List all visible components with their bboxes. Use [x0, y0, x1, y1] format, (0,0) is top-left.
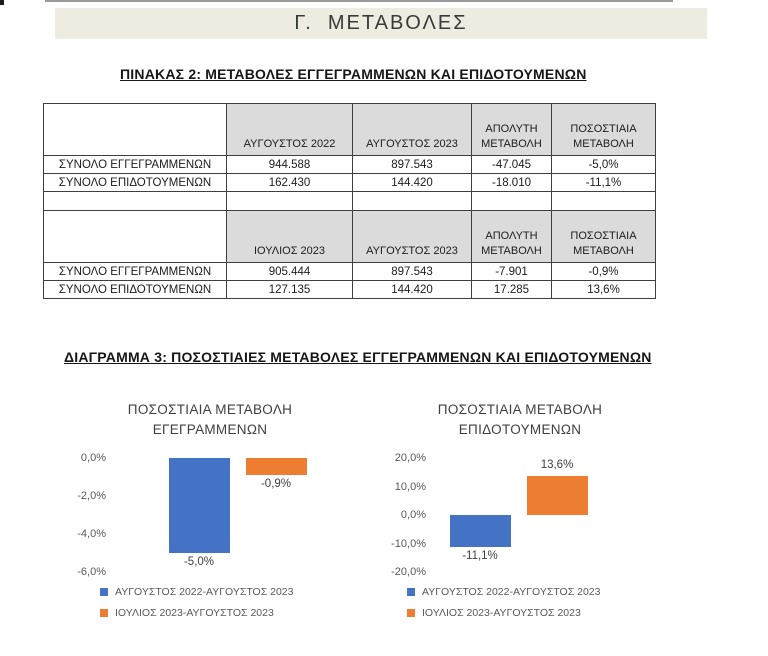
chart-title-line: ΕΓΕΓΡΑΜΜΕΝΩΝ [152, 422, 268, 437]
legend-swatch [100, 609, 108, 617]
table-spacer-cell [43, 191, 227, 211]
changes-table: ΑΥΓΟΥΣΤΟΣ 2022 ΑΥΓΟΥΣΤΟΣ 2023 ΑΠΟΛΥΤΗ ΜΕΤΑ… [43, 103, 656, 299]
plot-row: 20,0% 10,0% 0,0% -10,0% -20,0% -11,1% 13,6% [375, 452, 665, 578]
value-cell: 162.430 [226, 173, 353, 192]
table-heading: ΠΙΝΑΚΑΣ 2: ΜΕΤΑΒΟΛΕΣ ΕΓΓΕΓΡΑΜΜΕΝΩΝ ΚΑΙ Ε… [120, 66, 587, 82]
bar-value-label: 13,6% [540, 459, 574, 472]
section-title-bar: Γ. ΜΕΤΑΒΟΛΕΣ [55, 8, 707, 39]
y-axis-tick-label: 0,0% [80, 452, 106, 464]
bar-value-label: -11,1% [462, 549, 498, 562]
value-cell: -5,0% [551, 155, 656, 174]
value-cell: 144.420 [352, 280, 472, 299]
legend-label: ΙΟΥΛΙΟΣ 2023-ΑΥΓΟΥΣΤΟΣ 2023 [422, 607, 581, 619]
section-title: Γ. ΜΕΤΑΒΟΛΕΣ [294, 12, 468, 34]
legend-item: ΙΟΥΛΙΟΣ 2023-ΑΥΓΟΥΣΤΟΣ 2023 [407, 607, 665, 619]
chart-title-line: ΠΟΣΟΣΤΙΑΙΑ ΜΕΤΑΒΟΛΗ [127, 402, 293, 417]
chart-title-line: ΠΟΣΟΣΤΙΑΙΑ ΜΕΤΑΒΟΛΗ [437, 402, 603, 417]
value-cell: 897.543 [352, 262, 472, 281]
value-cell: 13,6% [551, 280, 656, 299]
legend-label: ΑΥΓΟΥΣΤΟΣ 2022-ΑΥΓΟΥΣΤΟΣ 2023 [115, 586, 294, 598]
bar-value-label: -5,0% [183, 556, 215, 568]
y-axis-tick-label: -2,0% [77, 490, 106, 502]
bar-slot: -0,9% [245, 458, 307, 572]
chart-subsidized-pct-change: ΠΟΣΟΣΤΙΑΙΑ ΜΕΤΑΒΟΛΗ ΕΠΙΔΟΤΟΥΜΕΝΩΝ 20,0% 10… [375, 400, 665, 619]
y-axis-tick-label: -4,0% [77, 528, 106, 540]
column-header [43, 210, 227, 263]
bar [526, 476, 588, 515]
column-header: ΑΥΓΟΥΣΤΟΣ 2023 [352, 210, 472, 263]
row-label-cell: ΣΥΝΟΛΟ ΕΠΙΔΟΤΟΥΜΕΝΩΝ [43, 173, 227, 192]
table-row: ΣΥΝΟΛΟ ΕΓΓΕΓΡΑΜΜΕΝΩΝ 944.588 897.543 -47.04… [43, 155, 656, 174]
row-label-cell: ΣΥΝΟΛΟ ΕΓΓΕΓΡΑΜΜΕΝΩΝ [43, 262, 227, 281]
value-cell: 17.285 [471, 280, 552, 299]
legend-swatch [407, 609, 415, 617]
column-header: ΠΟΣΟΣΤΙΑΙΑ ΜΕΤΑΒΟΛΗ [551, 103, 656, 156]
chart-legend: ΑΥΓΟΥΣΤΟΣ 2022-ΑΥΓΟΥΣΤΟΣ 2023 ΙΟΥΛΙΟΣ 202… [100, 586, 365, 619]
value-cell: 127.135 [226, 280, 353, 299]
column-header: ΑΥΓΟΥΣΤΟΣ 2023 [352, 103, 472, 156]
chart-title-line: ΕΠΙΔΟΤΟΥΜΕΝΩΝ [458, 422, 582, 437]
table-header-row: ΙΟΥΛΙΟΣ 2023 ΑΥΓΟΥΣΤΟΣ 2023 ΑΠΟΛΥΤΗ ΜΕΤΑΒΟ… [43, 210, 656, 263]
value-cell: 905.444 [226, 262, 353, 281]
value-cell: 944.588 [226, 155, 353, 174]
plot-area: -5,0% -0,9% [110, 458, 365, 572]
column-header [43, 103, 227, 156]
bar [449, 515, 511, 547]
value-cell: -0,9% [551, 262, 656, 281]
y-axis-tick-label: 20,0% [394, 452, 426, 464]
plot-area: -11,1% 13,6% [430, 458, 665, 572]
value-cell: -18.010 [471, 173, 552, 192]
value-cell: -47.045 [471, 155, 552, 174]
table-spacer-cell [352, 191, 472, 211]
chart-title: ΠΟΣΟΣΤΙΑΙΑ ΜΕΤΑΒΟΛΗ ΕΓΕΓΡΑΜΜΕΝΩΝ [55, 400, 365, 440]
y-axis-tick-label: 0,0% [400, 509, 426, 521]
top-rule [45, 0, 673, 2]
column-header: ΑΥΓΟΥΣΤΟΣ 2022 [226, 103, 353, 156]
legend-item: ΑΥΓΟΥΣΤΟΣ 2022-ΑΥΓΟΥΣΤΟΣ 2023 [100, 586, 365, 598]
value-cell: 144.420 [352, 173, 472, 192]
legend-swatch [407, 588, 415, 596]
table-row: ΣΥΝΟΛΟ ΕΠΙΔΟΤΟΥΜΕΝΩΝ 127.135 144.420 17.285… [43, 280, 656, 299]
bar-slot: 13,6% [526, 458, 588, 572]
value-cell: -7.901 [471, 262, 552, 281]
bar [168, 458, 230, 553]
chart-registered-pct-change: ΠΟΣΟΣΤΙΑΙΑ ΜΕΤΑΒΟΛΗ ΕΓΕΓΡΑΜΜΕΝΩΝ 0,0% -2,0… [55, 400, 365, 619]
value-cell: 897.543 [352, 155, 472, 174]
table-row: ΣΥΝΟΛΟ ΕΠΙΔΟΤΟΥΜΕΝΩΝ 162.430 144.420 -18.01… [43, 173, 656, 192]
bar-slot: -11,1% [449, 458, 511, 572]
column-header: ΠΟΣΟΣΤΙΑΙΑ ΜΕΤΑΒΟΛΗ [551, 210, 656, 263]
value-cell: -11,1% [551, 173, 656, 192]
column-header: ΙΟΥΛΙΟΣ 2023 [226, 210, 353, 263]
legend-label: ΙΟΥΛΙΟΣ 2023-ΑΥΓΟΥΣΤΟΣ 2023 [115, 607, 274, 619]
y-axis-tick-label: -10,0% [391, 537, 426, 550]
row-label-cell: ΣΥΝΟΛΟ ΕΓΓΕΓΡΑΜΜΕΝΩΝ [43, 155, 227, 174]
legend-swatch [100, 588, 108, 596]
row-label-cell: ΣΥΝΟΛΟ ΕΠΙΔΟΤΟΥΜΕΝΩΝ [43, 280, 227, 299]
legend-item: ΑΥΓΟΥΣΤΟΣ 2022-ΑΥΓΟΥΣΤΟΣ 2023 [407, 586, 665, 598]
bar [245, 458, 307, 476]
y-axis-tick-label: -6,0% [77, 566, 106, 578]
legend-item: ΙΟΥΛΙΟΣ 2023-ΑΥΓΟΥΣΤΟΣ 2023 [100, 607, 365, 619]
table-row: ΣΥΝΟΛΟ ΕΓΓΕΓΡΑΜΜΕΝΩΝ 905.444 897.543 -7.901… [43, 262, 656, 281]
column-header: ΑΠΟΛΥΤΗ ΜΕΤΑΒΟΛΗ [471, 210, 552, 263]
y-axis-labels: 20,0% 10,0% 0,0% -10,0% -20,0% [375, 452, 430, 578]
bar-value-label: -0,9% [260, 478, 292, 491]
plot-row: 0,0% -2,0% -4,0% -6,0% -5,0% -0,9% [55, 452, 365, 578]
chart-legend: ΑΥΓΟΥΣΤΟΣ 2022-ΑΥΓΟΥΣΤΟΣ 2023 ΙΟΥΛΙΟΣ 202… [407, 586, 665, 619]
diagram-heading: ΔΙΑΓΡΑΜΜΑ 3: ΠΟΣΟΣΤΙΑΙΕΣ ΜΕΤΑΒΟΛΕΣ ΕΓΓΕΓ… [64, 349, 652, 365]
chart-title: ΠΟΣΟΣΤΙΑΙΑ ΜΕΤΑΒΟΛΗ ΕΠΙΔΟΤΟΥΜΕΝΩΝ [375, 400, 665, 440]
table-spacer-cell [226, 191, 353, 211]
column-header: ΑΠΟΛΥΤΗ ΜΕΤΑΒΟΛΗ [471, 103, 552, 156]
bar-slot: -5,0% [168, 458, 230, 572]
page-corner-mark [0, 0, 4, 5]
y-axis-tick-label: 10,0% [394, 480, 426, 493]
table-spacer-cell [471, 191, 552, 211]
legend-label: ΑΥΓΟΥΣΤΟΣ 2022-ΑΥΓΟΥΣΤΟΣ 2023 [422, 586, 601, 598]
table-spacer-row [43, 191, 656, 211]
table-header-row: ΑΥΓΟΥΣΤΟΣ 2022 ΑΥΓΟΥΣΤΟΣ 2023 ΑΠΟΛΥΤΗ ΜΕΤΑ… [43, 103, 656, 156]
y-axis-tick-label: -20,0% [391, 566, 426, 578]
table-spacer-cell [551, 191, 656, 211]
y-axis-labels: 0,0% -2,0% -4,0% -6,0% [55, 452, 110, 578]
